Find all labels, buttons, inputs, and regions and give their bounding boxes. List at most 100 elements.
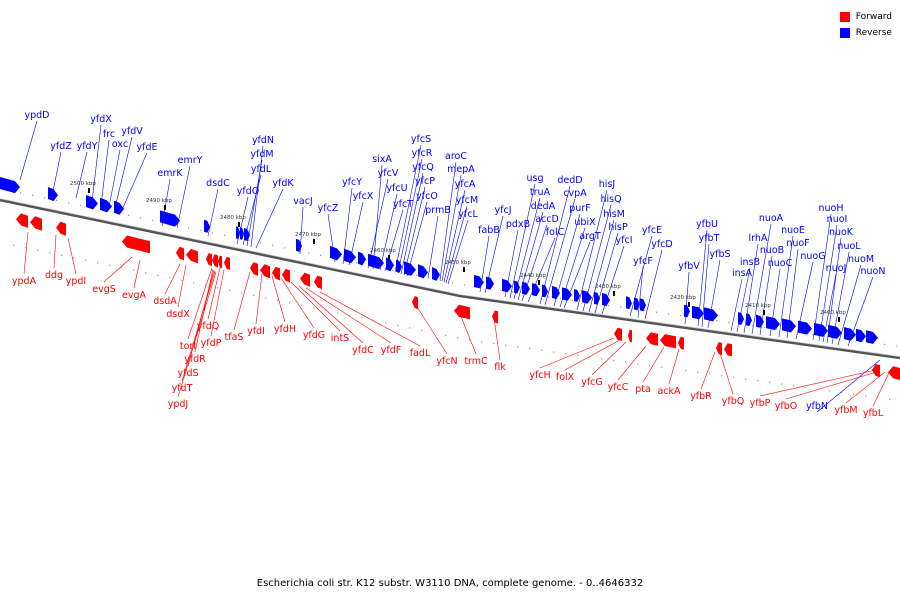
kbp-tick-label: 2460 kbp <box>370 248 396 254</box>
reverse-gene-leader <box>250 145 264 248</box>
reverse-gene-label: oxc <box>112 139 128 150</box>
axis-dot <box>97 262 99 264</box>
reverse-gene-arrow <box>432 267 440 281</box>
forward-gene-label: yfdC <box>352 345 374 356</box>
reverse-gene-label: fabB <box>478 225 500 236</box>
reverse-gene-arrow <box>48 187 58 202</box>
reverse-gene-arrow <box>240 227 244 240</box>
reverse-gene-label: hisM <box>603 209 625 220</box>
reverse-gene-label: lrhA <box>749 233 768 244</box>
reverse-gene-arrow <box>418 264 428 279</box>
axis-dot <box>445 334 447 337</box>
axis-dot <box>632 308 634 310</box>
kbp-tick-mark <box>313 239 315 244</box>
axis-dot <box>812 333 814 335</box>
axis-dot <box>20 192 22 194</box>
reverse-gene-label: dsdC <box>206 178 230 189</box>
reverse-gene-label: nuoF <box>786 238 809 249</box>
reverse-gene-label: folC <box>546 227 565 238</box>
axis-dot <box>181 279 183 281</box>
kbp-ticks: 2500 kbp 2490 kbp 2480 kbp 2470 kbp 2460 kbp… <box>70 181 846 322</box>
reverse-gene-label: yfcA <box>455 179 476 190</box>
axis-dot <box>829 390 831 392</box>
axis-dot <box>500 289 502 291</box>
forward-gene-arrow <box>412 295 418 310</box>
forward-gene-leader <box>591 341 627 376</box>
reverse-gene-label: emrK <box>157 168 183 179</box>
axis-dot <box>241 292 243 294</box>
forward-gene-leader <box>187 267 213 340</box>
reverse-gene-label: dedA <box>531 201 556 212</box>
axis-dot <box>464 284 466 286</box>
forward-gene-arrow <box>122 235 150 254</box>
axis-dot <box>85 259 87 261</box>
reverse-gene-leader <box>751 223 772 335</box>
reverse-gene-label: aroC <box>445 151 467 162</box>
forward-gene-label: pta <box>635 384 651 395</box>
reverse-gene-arrow <box>386 257 394 272</box>
reverse-gene-arrow <box>634 297 640 311</box>
forward-gene-leader <box>103 256 133 283</box>
forward-gene-arrow <box>492 310 498 324</box>
reverse-gene-label: yfcS <box>411 134 431 145</box>
reverse-gene-leader <box>51 151 62 197</box>
reverse-gene-arrow <box>404 261 416 276</box>
forward-gene-label: ypdA <box>12 276 37 287</box>
axis-dot <box>397 324 399 327</box>
reverse-gene-arrow <box>396 259 402 273</box>
forward-gene-label: yfdF <box>381 345 401 356</box>
forward-gene-label: evgA <box>122 290 146 301</box>
axis-dot <box>728 321 730 323</box>
axis-dot <box>512 291 514 293</box>
reverse-gene-leader <box>837 264 862 346</box>
axis-dot <box>805 386 807 389</box>
forward-gene-label: yfcG <box>581 377 603 388</box>
axis-dot <box>577 354 579 356</box>
axis-dot <box>253 294 255 296</box>
reverse-gene-label: nuoK <box>829 227 854 238</box>
legend-forward-label: Forward <box>855 12 892 22</box>
kbp-tick-label: 2500 kbp <box>70 181 96 187</box>
axis-dot <box>193 282 195 284</box>
reverse-gene-label: yfdN <box>252 135 274 146</box>
reverse-gene-leader <box>397 158 423 274</box>
axis-dot <box>841 391 843 394</box>
forward-gene-label: yfbM <box>834 405 857 416</box>
reverse-gene-label: yfcD <box>651 239 673 250</box>
forward-gene-label: yfdR <box>184 354 206 365</box>
legend: Forward Reverse <box>839 9 892 41</box>
axis-dot <box>884 343 886 345</box>
forward-gene-arrow <box>454 304 470 320</box>
reverse-gene-arrow <box>626 296 632 310</box>
reverse-gene-label: mepA <box>447 164 475 175</box>
reverse-gene-label: yfcF <box>633 256 653 267</box>
reverse-gene-label: yfdE <box>137 142 158 153</box>
legend-forward: Forward <box>839 9 892 25</box>
forward-gene-leader <box>53 234 57 269</box>
forward-gene-label: yfcN <box>436 356 457 367</box>
forward-gene-arrow <box>56 221 66 236</box>
reverse-gene-label: yfdL <box>251 164 272 175</box>
forward-gene-leader <box>305 287 392 344</box>
forward-gene-arrow <box>218 255 222 269</box>
kbp-tick-mark <box>463 267 465 272</box>
axis-dot <box>824 335 826 337</box>
forward-gene-label: yfdP <box>201 338 222 349</box>
forward-gene-label: yfdQ <box>197 321 219 332</box>
forward-gene-label: yfdI <box>247 326 265 337</box>
axis-dot <box>613 359 615 362</box>
reverse-gene-label: yfcO <box>416 191 438 202</box>
reverse-gene-leader <box>108 149 121 208</box>
forward-gene-leader <box>280 277 315 329</box>
axis-dot <box>752 325 754 327</box>
reverse-gene-label: yfbT <box>699 233 720 244</box>
axis-dot <box>493 342 495 345</box>
reverse-gene-arrow <box>684 304 690 318</box>
axis-dot <box>469 339 471 341</box>
reverse-gene-label: hisQ <box>600 194 621 205</box>
axis-dot <box>793 385 795 387</box>
reverse-gene-arrow <box>160 210 180 227</box>
forward-gene-label: yfdH <box>274 324 296 335</box>
axis-dot <box>61 254 63 256</box>
axis-dot <box>224 234 226 236</box>
